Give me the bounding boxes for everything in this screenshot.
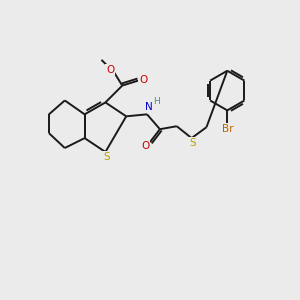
Text: S: S [103,152,110,162]
Text: S: S [189,138,196,148]
Text: O: O [139,75,147,85]
Text: H: H [154,97,160,106]
Text: Br: Br [221,124,233,134]
Text: O: O [141,141,149,151]
Text: N: N [145,102,153,112]
Text: O: O [106,65,115,75]
